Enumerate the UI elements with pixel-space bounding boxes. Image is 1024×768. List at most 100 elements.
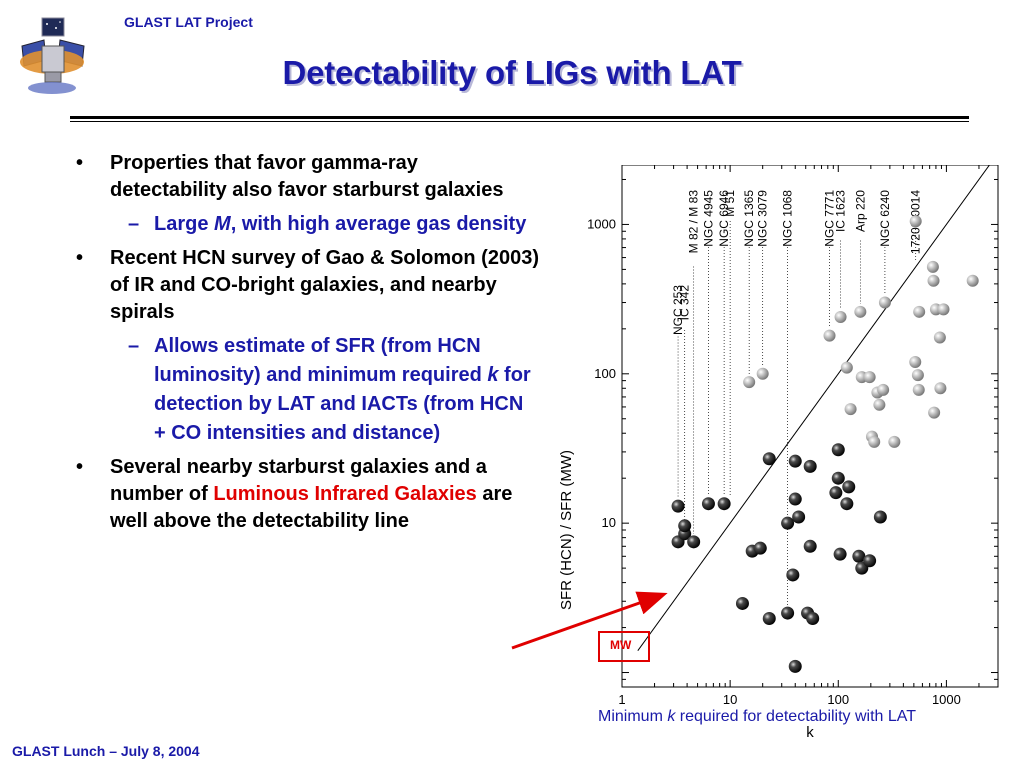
bullet-text: Properties that favor gamma-ray detectab… [110, 152, 504, 201]
data-point-dark [786, 568, 800, 582]
data-point-gray [854, 305, 867, 318]
data-point-dark [803, 459, 817, 473]
sub-bullet-text: Allows estimate of SFR (from HCN luminos… [154, 335, 488, 386]
bullet-list: • Properties that favor gamma-ray detecta… [76, 150, 540, 541]
sub-bullet-item: – Large M, with high average gas density [128, 213, 527, 235]
data-point-dark [781, 516, 795, 530]
data-point-dark [678, 519, 692, 533]
plot-frame [621, 165, 999, 688]
galaxy-label: IC 342 [678, 285, 692, 321]
data-point-dark [840, 497, 854, 511]
bullet-item: • Recent HCN survey of Gao & Solomon (200… [76, 247, 539, 323]
x-tick-label: 100 [827, 692, 849, 707]
galaxy-label: NGC 7771 [823, 190, 837, 247]
galaxy-label: NGC 3079 [756, 190, 770, 247]
data-point-gray [937, 303, 950, 316]
bullet-highlight-text: Luminous Infrared Galaxies [213, 483, 477, 505]
data-point-dark [701, 497, 715, 511]
galaxy-label: M 82 / M 83 [687, 190, 701, 254]
data-point-dark [863, 554, 877, 568]
data-point-dark [829, 486, 843, 500]
data-point-dark [781, 606, 795, 620]
y-tick-label: 10 [602, 515, 616, 530]
sub-bullet-item: – Allows estimate of SFR (from HCN lumino… [128, 335, 531, 444]
sub-bullet-italic: k [487, 364, 499, 386]
data-point-dark [852, 549, 866, 563]
sub-bullet-italic: M [214, 213, 231, 235]
data-point-gray [911, 369, 924, 382]
slide-title: Detectability of LIGs with LAT [282, 54, 742, 91]
data-point-gray [878, 296, 891, 309]
bullet-item: • Several nearby starburst galaxies and a… [76, 456, 513, 532]
data-point-gray [873, 398, 886, 411]
chart-caption: Minimum k required for detectability wit… [598, 708, 916, 726]
x-tick-label: 10 [723, 692, 737, 707]
galaxy-label: NGC 1365 [742, 190, 756, 247]
data-point-gray [909, 355, 922, 368]
data-point-gray [844, 403, 857, 416]
data-point-gray [927, 274, 940, 287]
galaxy-label: NGC 1068 [781, 190, 795, 247]
bullet-text: Several nearby starburst galaxies and a … [110, 456, 487, 505]
data-point-dark [753, 541, 767, 555]
galaxy-label: M 51 [723, 190, 737, 217]
data-point-gray [756, 367, 769, 380]
data-point-gray [888, 435, 901, 448]
galaxy-label: Arp 220 [853, 190, 867, 232]
y-axis-label: SFR (HCN) / SFR (MW) [558, 450, 575, 610]
data-point-dark [788, 492, 802, 506]
bullet-text: are well above the detectability line [110, 483, 513, 532]
data-point-dark [873, 510, 887, 524]
data-point-dark [788, 659, 802, 673]
data-point-dark [806, 611, 820, 625]
milky-way-highlight-box [598, 631, 650, 662]
footer-text: GLAST Lunch – July 8, 2004 [12, 743, 200, 759]
title-rule-thin [70, 121, 969, 122]
data-point-dark [762, 611, 776, 625]
detectability-line [637, 165, 991, 651]
caption-text: Minimum [598, 708, 668, 725]
data-point-gray [966, 274, 979, 287]
data-point-gray [834, 311, 847, 324]
data-point-gray [933, 331, 946, 344]
x-tick-label: 1 [618, 692, 625, 707]
galaxy-label: IC 1623 [834, 190, 848, 232]
y-tick-label: 1000 [587, 216, 616, 231]
bullet-item: • Properties that favor gamma-ray detecta… [76, 152, 504, 201]
bullet-text: Recent HCN survey of Gao & Solomon (2003… [110, 247, 539, 323]
data-point-gray [926, 260, 939, 273]
glast-satellite-logo [20, 17, 85, 94]
data-point-dark [833, 547, 847, 561]
data-point-dark [687, 535, 701, 549]
galaxy-label: NGC 4945 [701, 190, 715, 247]
data-point-dark [717, 497, 731, 511]
caption-italic: k [667, 708, 676, 725]
caption-text: required for detectability with LAT [675, 708, 917, 725]
sub-bullet-text: , with high average gas density [230, 213, 527, 235]
data-point-dark [671, 499, 685, 513]
data-point-gray [912, 383, 925, 396]
data-point-dark [735, 596, 749, 610]
data-point-gray [909, 215, 922, 228]
data-point-gray [743, 376, 756, 389]
data-point-gray [823, 329, 836, 342]
arrow-to-detectability-line [511, 591, 668, 650]
data-point-gray [877, 383, 890, 396]
data-point-dark [831, 443, 845, 457]
milky-way-label: MW [610, 638, 632, 652]
x-tick-label: 1000 [932, 692, 961, 707]
data-point-dark [762, 452, 776, 466]
title-rule [70, 116, 969, 119]
x-axis-label: k [806, 724, 814, 741]
data-point-gray [868, 435, 881, 448]
data-point-dark [788, 454, 802, 468]
y-tick-label: 100 [594, 366, 616, 381]
galaxy-label: NGC 253 [671, 285, 685, 335]
galaxy-label: NGC 6240 [878, 190, 892, 247]
sub-bullet-text: Large [154, 213, 215, 235]
data-point-gray [928, 406, 941, 419]
data-point-dark [842, 480, 856, 494]
data-point-gray [863, 371, 876, 384]
